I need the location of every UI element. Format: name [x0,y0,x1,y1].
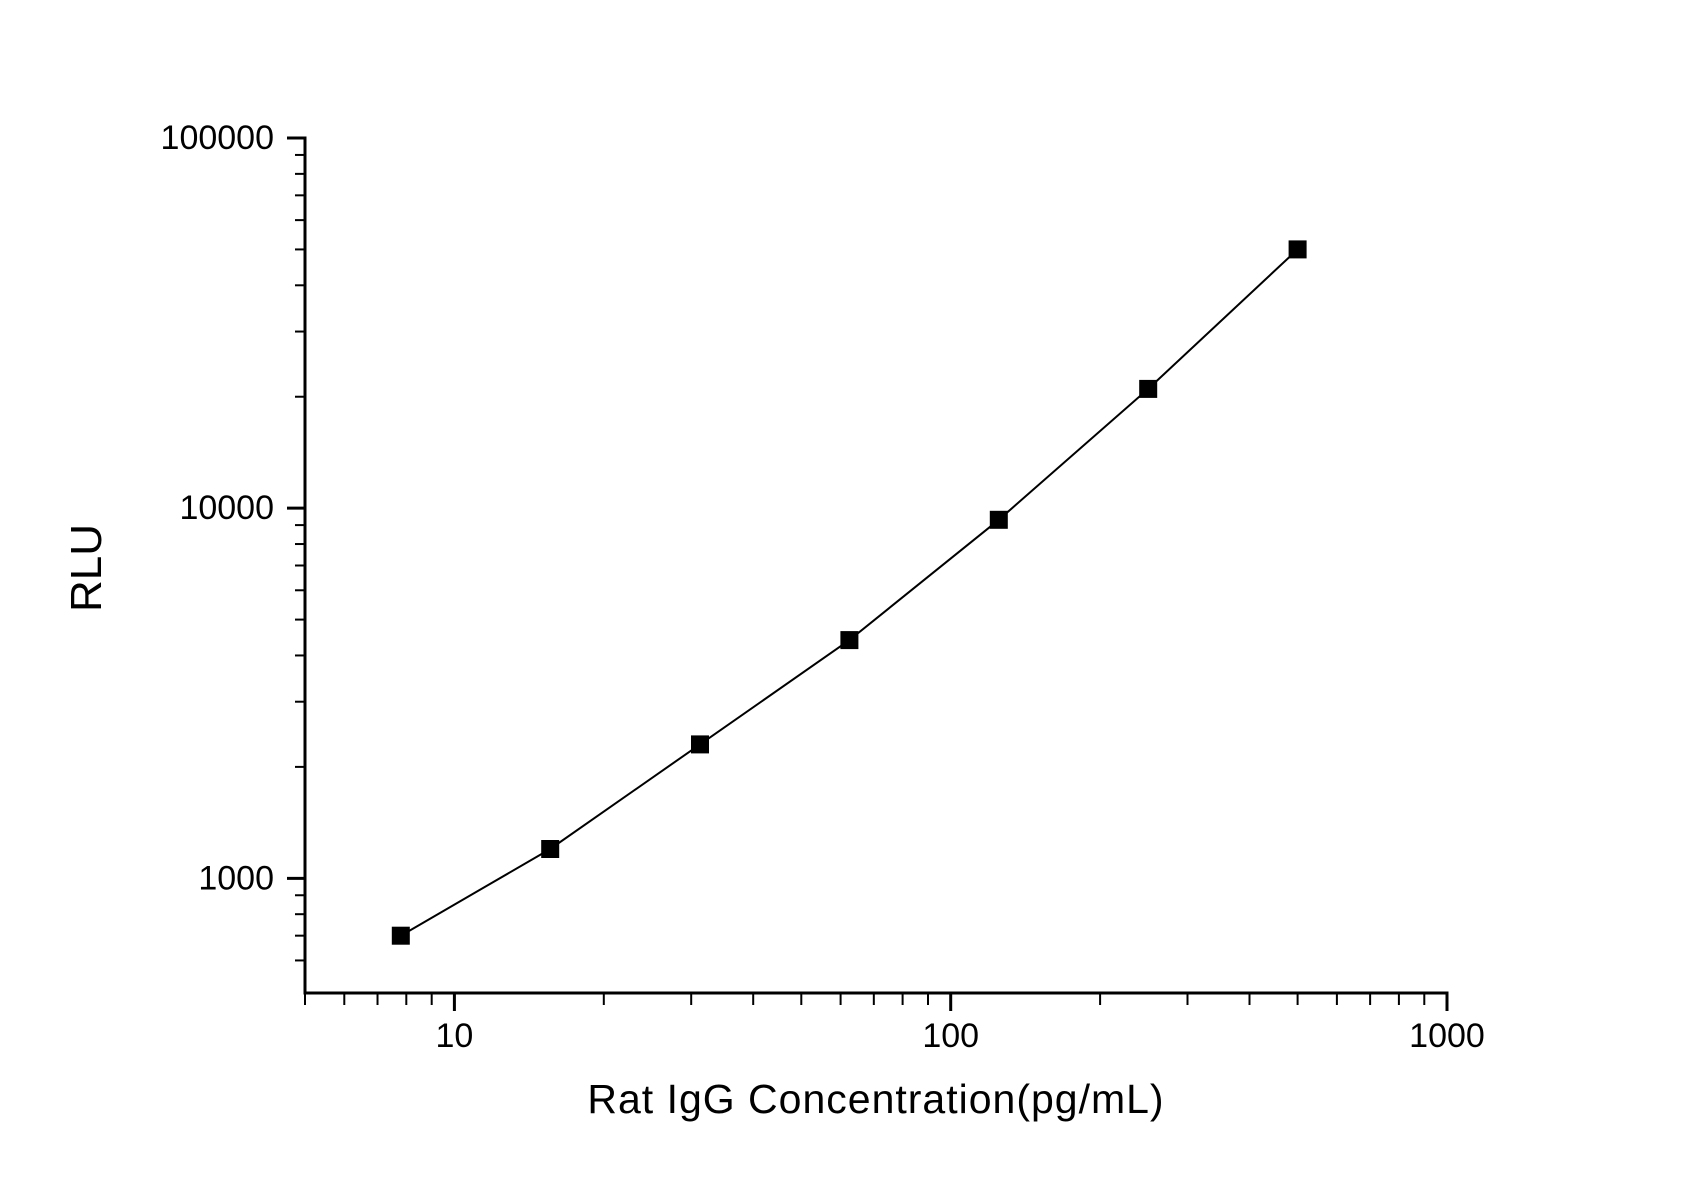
data-point-marker [1139,379,1158,398]
axis-lines [303,136,1449,995]
x-axis-tick-label: 10 [435,1017,473,1055]
y-axis-tick-label: 1000 [198,859,274,897]
y-axis-tick-label: 10000 [179,489,274,527]
series-line [400,248,1299,937]
plot-area: 1000 10000 100000 10 100 1000 [161,119,1485,1055]
y-axis-tick-label: 100000 [161,119,274,157]
data-point-marker [691,735,709,754]
data-point-marker [840,631,859,650]
data-point-marker [541,840,560,858]
x-axis-tick-label: 100 [922,1017,979,1055]
x-axis-tick-label: 1000 [1409,1017,1485,1055]
data-point-marker [989,510,1008,529]
y-axis-title: RLU [62,524,111,612]
data-point-marker [391,926,410,945]
data-point-marker [1288,240,1307,259]
x-axis-title: Rat IgG Concentration(pg/mL) [587,1076,1164,1122]
